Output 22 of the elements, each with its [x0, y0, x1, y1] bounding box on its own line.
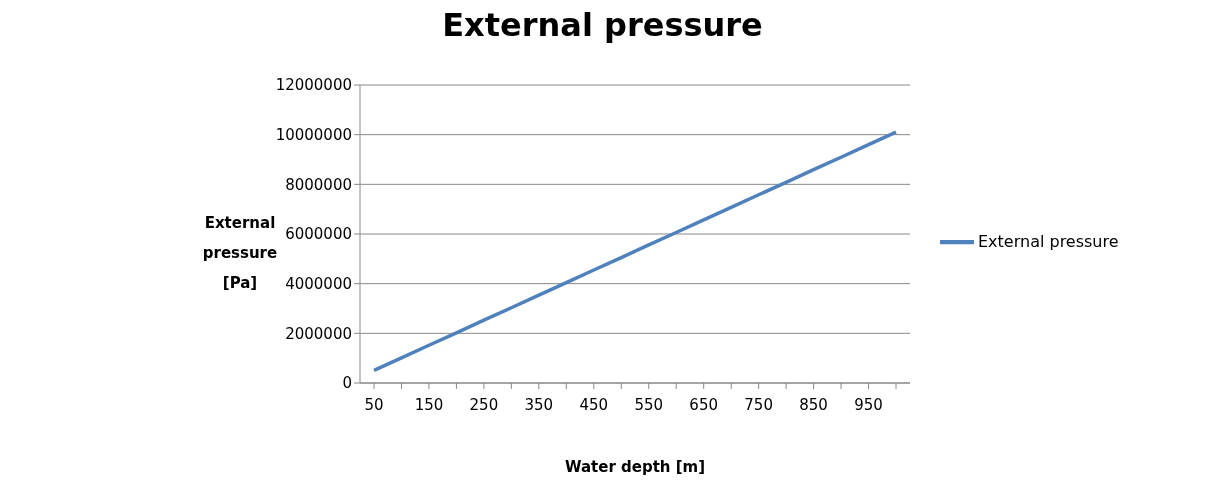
x-tick-label: 50 — [364, 395, 384, 414]
y-axis-title: External pressure [Pa] — [201, 213, 279, 294]
y-tick-label: 2000000 — [285, 324, 352, 343]
y-tick-label: 10000000 — [275, 125, 352, 144]
x-tick-label: 850 — [799, 395, 828, 414]
x-tick-label: 650 — [689, 395, 718, 414]
y-tick-label: 0 — [342, 374, 352, 393]
legend-label: External pressure — [978, 231, 1119, 250]
y-tick-label: 4000000 — [285, 274, 352, 293]
y-tick-label: 12000000 — [275, 76, 352, 95]
x-tick-label: 750 — [744, 395, 773, 414]
x-tick-label: 550 — [634, 395, 664, 414]
y-tick-label: 8000000 — [285, 175, 352, 194]
x-tick-label: 450 — [579, 395, 609, 414]
x-tick-label: 350 — [524, 395, 554, 414]
chart-title: External pressure — [441, 6, 764, 44]
x-tick-label: 150 — [414, 395, 444, 414]
x-axis-title: Water depth [m] — [563, 458, 707, 476]
x-tick-label: 250 — [469, 395, 499, 414]
y-tick-label: 6000000 — [285, 225, 352, 244]
line-series — [372, 130, 898, 373]
x-tick-label: 950 — [854, 395, 883, 414]
